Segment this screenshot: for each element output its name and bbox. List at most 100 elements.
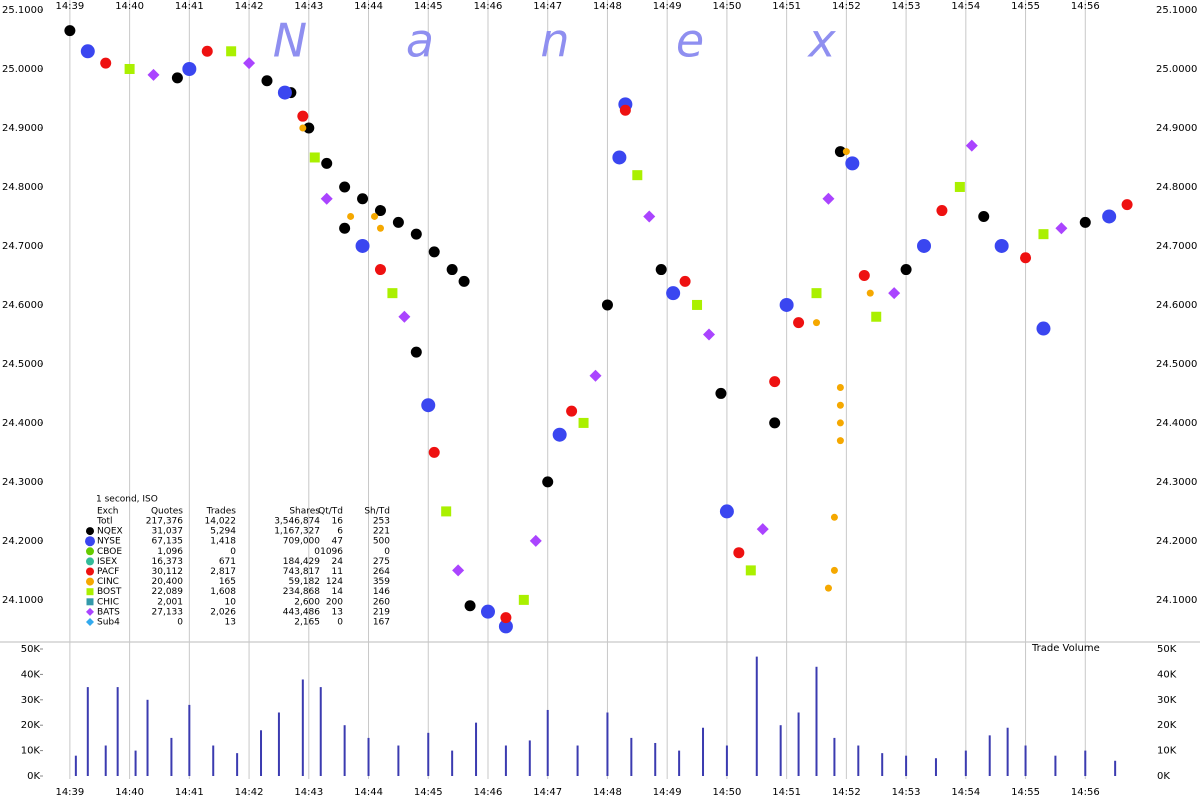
table-cell: 167 bbox=[373, 618, 390, 628]
x-tick-label: 14:48 bbox=[593, 1, 622, 12]
x-tick-label: 14:50 bbox=[712, 1, 741, 12]
y-tick-label: 50K bbox=[21, 644, 41, 655]
volume-bar bbox=[451, 750, 454, 776]
table-cell: 13 bbox=[332, 607, 343, 617]
y-tick-label-right: 24.2000 bbox=[1156, 536, 1197, 547]
table-cell: 275 bbox=[373, 557, 390, 567]
table-marker bbox=[86, 618, 94, 626]
x-tick-label: 14:51 bbox=[772, 787, 801, 798]
scatter-point bbox=[842, 148, 850, 156]
scatter-point bbox=[612, 150, 627, 165]
table-cell: 1,608 bbox=[210, 587, 236, 597]
scatter-point bbox=[552, 427, 567, 442]
table-marker bbox=[86, 527, 94, 536]
volume-bar bbox=[1006, 727, 1009, 776]
table-cell: 1,167,327 bbox=[274, 527, 320, 537]
watermark-letter: x bbox=[806, 14, 836, 68]
scatter-point bbox=[64, 25, 76, 37]
scatter-point bbox=[719, 504, 734, 519]
volume-bar bbox=[319, 687, 322, 776]
scatter-point bbox=[1102, 209, 1117, 224]
scatter-point bbox=[243, 57, 256, 70]
y-tick-label: 24.3000 bbox=[2, 477, 43, 488]
y-tick-label-right: 0K bbox=[1157, 771, 1170, 782]
y-tick-label-right: 30K bbox=[1157, 695, 1177, 706]
x-tick-label: 14:47 bbox=[533, 1, 562, 12]
x-tick-label: 14:45 bbox=[414, 787, 443, 798]
table-marker bbox=[85, 536, 95, 547]
volume-bar bbox=[1054, 755, 1057, 776]
scatter-point bbox=[410, 228, 422, 240]
volume-bar bbox=[397, 745, 400, 776]
scatter-point bbox=[619, 104, 631, 116]
volume-bar bbox=[134, 750, 137, 776]
scatter-point bbox=[822, 192, 835, 205]
table-cell: 2,001 bbox=[157, 597, 183, 607]
x-tick-label: 14:51 bbox=[772, 1, 801, 12]
table-cell: Totl bbox=[96, 517, 113, 527]
volume-bar bbox=[988, 735, 991, 776]
table-cell: 165 bbox=[219, 577, 236, 587]
scatter-point bbox=[679, 275, 691, 287]
scatter-point bbox=[100, 57, 112, 69]
scatter-point bbox=[858, 269, 870, 281]
table-marker bbox=[86, 567, 94, 576]
x-tick-label: 14:39 bbox=[55, 787, 84, 798]
y-tick-label-right: 24.8000 bbox=[1156, 182, 1197, 193]
volume-bar bbox=[104, 745, 107, 776]
scatter-point bbox=[589, 369, 602, 382]
table-cell: BOST bbox=[97, 587, 122, 597]
volume-bar bbox=[343, 725, 346, 776]
x-tick-label: 14:56 bbox=[1071, 787, 1100, 798]
scatter-point bbox=[900, 264, 912, 276]
x-tick-label: 14:41 bbox=[175, 1, 204, 12]
scatter-point bbox=[321, 157, 333, 169]
table-cell: 2,026 bbox=[210, 607, 236, 617]
scatter-point bbox=[917, 238, 932, 253]
table-header: Shares bbox=[289, 507, 320, 517]
table-cell: 443,486 bbox=[283, 607, 320, 617]
y-tick-label-right: 24.4000 bbox=[1156, 418, 1197, 429]
scatter-point bbox=[756, 523, 769, 536]
scatter-point bbox=[733, 547, 745, 559]
table-marker bbox=[86, 547, 94, 556]
scatter-point bbox=[297, 110, 309, 122]
table-marker bbox=[86, 598, 94, 606]
x-tick-label: 14:48 bbox=[593, 787, 622, 798]
scatter-point bbox=[226, 46, 237, 57]
y-tick-label-right: 24.9000 bbox=[1156, 123, 1197, 134]
scatter-point bbox=[171, 72, 183, 84]
table-cell: 10 bbox=[225, 597, 237, 607]
scatter-point bbox=[201, 45, 213, 57]
scatter-point bbox=[303, 122, 315, 134]
scatter-point bbox=[147, 68, 160, 81]
table-cell: 47 bbox=[332, 537, 343, 547]
table-cell: 671 bbox=[219, 557, 236, 567]
scatter-point bbox=[830, 566, 838, 574]
scatter-point bbox=[1020, 252, 1032, 264]
scatter-point bbox=[398, 310, 411, 323]
table-cell: 500 bbox=[373, 537, 390, 547]
volume-bar bbox=[630, 737, 633, 776]
scatter-point bbox=[1055, 222, 1068, 235]
scatter-point bbox=[347, 212, 355, 220]
table-cell: 16 bbox=[332, 517, 344, 527]
table-cell: 0 bbox=[230, 547, 236, 557]
scatter-point bbox=[339, 181, 351, 193]
volume-bar bbox=[606, 712, 609, 776]
scatter-point bbox=[836, 419, 844, 427]
volume-bar bbox=[74, 755, 77, 776]
scatter-point bbox=[836, 437, 844, 445]
x-tick-label: 14:52 bbox=[832, 1, 861, 12]
table-cell: 24 bbox=[332, 557, 344, 567]
table-cell: BATS bbox=[97, 607, 120, 617]
scatter-point bbox=[1038, 229, 1049, 240]
scatter-point bbox=[888, 287, 901, 300]
scatter-point bbox=[578, 417, 589, 428]
volume-bar bbox=[857, 745, 860, 776]
scatter-point bbox=[410, 346, 422, 358]
table-cell: 2,817 bbox=[210, 567, 236, 577]
